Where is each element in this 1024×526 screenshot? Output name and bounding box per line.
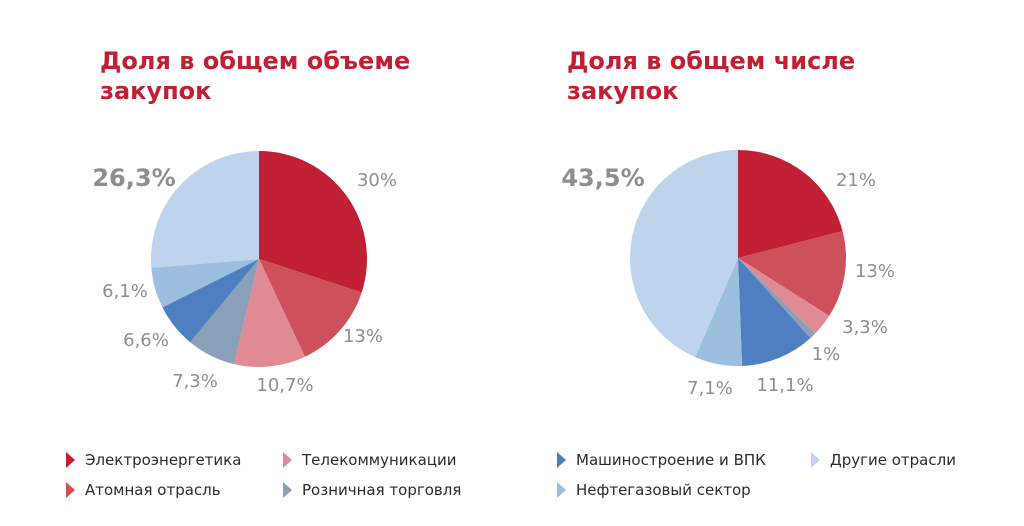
slice-label: 21% (836, 170, 876, 191)
slice-label: 43,5% (561, 164, 644, 192)
legend-marker-icon (66, 482, 75, 498)
slice-label: 10,7% (256, 375, 313, 396)
legend-label: Нефтегазовый сектор (576, 481, 751, 499)
legend-label: Телекоммуникации (302, 451, 457, 469)
legend-item: Атомная отрасль (66, 481, 221, 499)
pie-slice (738, 258, 816, 339)
pie-slice (738, 150, 843, 258)
pie-slice (629, 150, 738, 358)
pie-slice (738, 258, 830, 334)
slice-label: 13% (855, 261, 895, 282)
pie-slice (259, 151, 367, 293)
legend-marker-icon (283, 482, 292, 498)
pie-slice (162, 259, 259, 343)
chart-title-count: Доля в общем числе закупок (567, 47, 856, 105)
legend-label: Другие отрасли (830, 451, 956, 469)
pie-slice (190, 259, 259, 365)
slice-label: 1% (812, 344, 841, 365)
slice-label: 13% (343, 326, 383, 347)
slice-label: 7,1% (687, 378, 733, 399)
pie-slice (695, 258, 743, 366)
pie-chart-volume: 30% 13% 10,7% 7,3%6,6% 6,1% 26,3% (92, 151, 397, 396)
legend-label: Машиностроение и ВПК (576, 451, 766, 469)
legend-marker-icon (557, 452, 566, 468)
chart-title-volume: Доля в общем объеме закупок (100, 47, 411, 105)
legend-item: Нефтегазовый сектор (557, 481, 751, 499)
legend-item: Электроэнергетика (66, 451, 241, 469)
legend-marker-icon (811, 452, 820, 468)
legend-marker-icon (283, 452, 292, 468)
slice-label: 6,6% (123, 330, 169, 351)
pie-slice (738, 258, 811, 366)
slice-label: 30% (357, 170, 397, 191)
legend-item: Другие отрасли (811, 451, 956, 469)
legend-label: Розничная торговля (302, 481, 462, 499)
legend-item: Розничная торговля (283, 481, 461, 499)
legend-marker-icon (66, 452, 75, 468)
legend-item: Телекоммуникации (283, 451, 456, 469)
slice-label: 7,3% (172, 371, 218, 392)
slice-label: 11,1% (756, 375, 813, 396)
pie-slice (151, 259, 259, 308)
slice-label: 3,3% (842, 317, 888, 338)
pie-chart-count: 21% 13% 3,3%1% 11,1% 7,1% 43,5% (561, 150, 895, 399)
slice-label: 26,3% (92, 164, 175, 192)
pie-slice (738, 231, 847, 316)
legend-label: Атомная отрасль (85, 481, 221, 499)
pie-slice (151, 151, 259, 268)
pie-slice (259, 259, 362, 357)
legend-marker-icon (557, 482, 566, 498)
legend-label: Электроэнергетика (85, 451, 242, 469)
legend-item: Машиностроение и ВПК (557, 451, 766, 469)
slice-label: 6,1% (102, 281, 148, 302)
pie-slice (234, 259, 305, 367)
